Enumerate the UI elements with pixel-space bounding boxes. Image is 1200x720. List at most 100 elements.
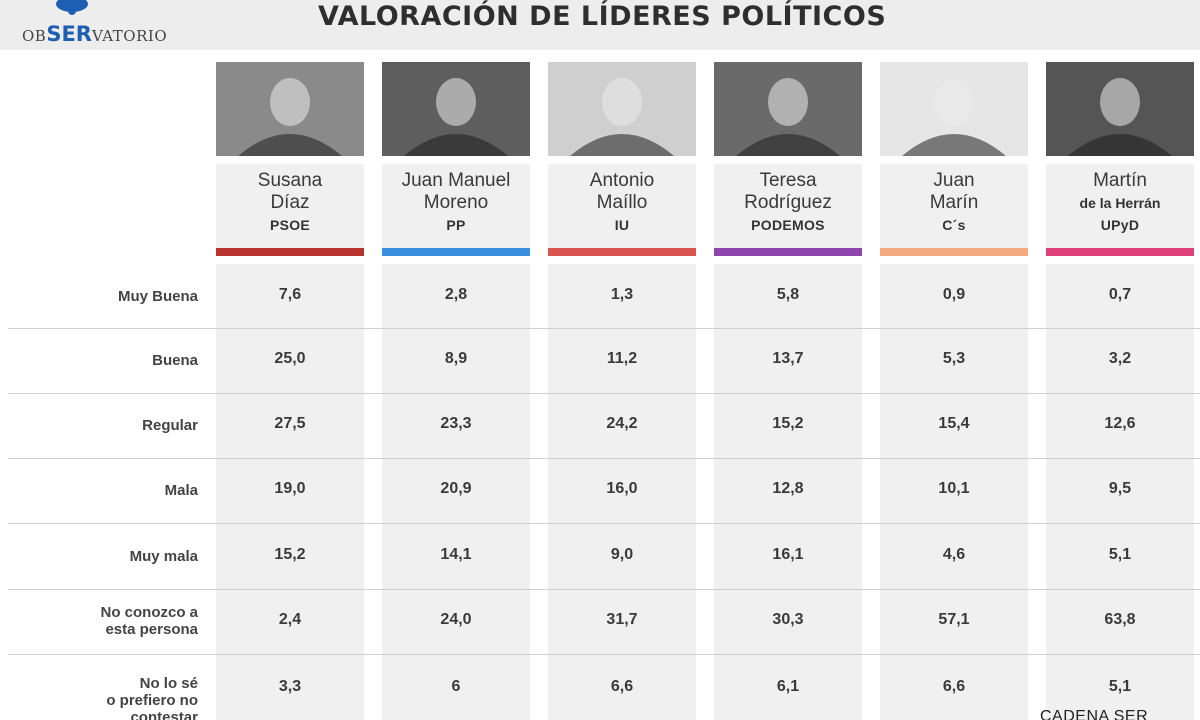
party-name: PSOE xyxy=(269,217,311,233)
table-cell: 0,7 xyxy=(1108,286,1132,303)
table-cell: 6 xyxy=(451,678,461,695)
table-cell: 31,7 xyxy=(606,611,638,628)
row-label-line: esta persona xyxy=(105,621,198,638)
source-credit: CADENA SER xyxy=(1040,708,1149,720)
table-cell: 10,1 xyxy=(938,480,970,497)
table-cell: 16,0 xyxy=(606,480,638,497)
table-cell: 9,5 xyxy=(1108,480,1132,497)
row-divider xyxy=(8,328,1200,329)
table-cell: 27,5 xyxy=(274,415,306,432)
table-cell: 3,2 xyxy=(1108,350,1132,367)
party-color-bar xyxy=(382,248,530,256)
table-cell: 14,1 xyxy=(440,546,472,563)
table-cell: 6,6 xyxy=(610,678,634,695)
row-divider xyxy=(8,654,1200,655)
row-label: Regular xyxy=(0,417,198,434)
leader-header: Juan Manuel Moreno PP xyxy=(382,62,530,256)
table-cell: 6,6 xyxy=(942,678,966,695)
row-label: No lo sé o prefiero no contestar xyxy=(0,675,198,720)
row-label: Muy mala xyxy=(0,548,198,565)
party-name: IU xyxy=(614,217,630,233)
leader-last-name: de la Herrán xyxy=(1079,195,1161,211)
leader-name-block: Martín de la Herrán UPyD xyxy=(1046,164,1194,248)
table-cell: 57,1 xyxy=(938,611,970,628)
leader-last-name: Marín xyxy=(929,192,979,213)
leader-first-name: Martín xyxy=(1093,170,1147,191)
table-cell: 12,6 xyxy=(1104,415,1136,432)
leader-first-name: Antonio xyxy=(589,170,655,191)
row-label: Mala xyxy=(0,482,198,499)
leader-last-name: Maíllo xyxy=(596,192,648,213)
table-cell: 5,1 xyxy=(1108,546,1132,563)
table-cell: 16,1 xyxy=(772,546,804,563)
column-background xyxy=(382,264,530,720)
leader-first-name: Teresa xyxy=(759,170,817,191)
row-divider xyxy=(8,523,1200,524)
row-label-line: o prefiero no xyxy=(106,692,198,709)
leader-first-name: Susana xyxy=(257,170,323,191)
table-cell: 4,6 xyxy=(942,546,966,563)
leader-header: Antonio Maíllo IU xyxy=(548,62,696,256)
leader-header: Martín de la Herrán UPyD xyxy=(1046,62,1194,256)
leader-header: Juan Marín C´s xyxy=(880,62,1028,256)
row-label: Muy Buena xyxy=(0,288,198,305)
column-background xyxy=(548,264,696,720)
table-cell: 2,8 xyxy=(444,286,468,303)
row-label: No conozco a esta persona xyxy=(0,604,198,638)
leader-last-name: Rodríguez xyxy=(744,192,832,213)
party-name: PODEMOS xyxy=(751,217,825,233)
table-cell: 3,3 xyxy=(278,678,302,695)
table-cell: 12,8 xyxy=(772,480,804,497)
row-label-line: contestar xyxy=(130,709,198,720)
table-cell: 20,9 xyxy=(440,480,472,497)
row-label-line: Mala xyxy=(164,481,198,499)
row-label-line: Regular xyxy=(142,416,198,434)
row-divider xyxy=(8,458,1200,459)
page-title: VALORACIÓN DE LÍDERES POLÍTICOS xyxy=(318,1,887,32)
table-cell: 63,8 xyxy=(1104,611,1136,628)
party-color-bar xyxy=(548,248,696,256)
party-color-bar xyxy=(1046,248,1194,256)
table-cell: 2,4 xyxy=(278,611,302,628)
table-cell: 15,2 xyxy=(772,415,804,432)
party-name: UPyD xyxy=(1100,217,1140,233)
row-label-line: Muy Buena xyxy=(117,287,198,305)
table-cell: 23,3 xyxy=(440,415,472,432)
leader-name-block: Antonio Maíllo IU xyxy=(548,164,696,248)
party-color-bar xyxy=(880,248,1028,256)
column-background xyxy=(714,264,862,720)
row-label: Buena xyxy=(0,352,198,369)
table-cell: 0,9 xyxy=(942,286,966,303)
leader-photo xyxy=(880,62,1028,156)
leader-name-block: Susana Díaz PSOE xyxy=(216,164,364,248)
table-cell: 30,3 xyxy=(772,611,804,628)
leader-first-name: Juan Manuel xyxy=(401,170,511,191)
table-cell: 13,7 xyxy=(772,350,804,367)
leader-header: Susana Díaz PSOE xyxy=(216,62,364,256)
table-cell: 5,8 xyxy=(776,286,800,303)
leader-name-block: Juan Marín C´s xyxy=(880,164,1028,248)
row-divider xyxy=(8,393,1200,394)
party-color-bar xyxy=(216,248,364,256)
leader-photo xyxy=(548,62,696,156)
table-cell: 8,9 xyxy=(444,350,468,367)
row-label-line: Buena xyxy=(152,351,198,369)
leader-first-name: Juan xyxy=(933,170,975,191)
table-cell: 24,2 xyxy=(606,415,638,432)
header-bar: OBSERVATORIO VALORACIÓN DE LÍDERES POLÍT… xyxy=(0,0,1200,50)
table-cell: 7,6 xyxy=(278,286,302,303)
table-cell: 25,0 xyxy=(274,350,306,367)
leader-photo xyxy=(1046,62,1194,156)
table-cell: 6,1 xyxy=(776,678,800,695)
logo-figure-icon xyxy=(56,0,88,15)
row-divider xyxy=(8,589,1200,590)
party-name: PP xyxy=(446,217,466,233)
column-background xyxy=(880,264,1028,720)
column-background xyxy=(216,264,364,720)
table-cell: 24,0 xyxy=(440,611,472,628)
table-cell: 19,0 xyxy=(274,480,306,497)
party-name: C´s xyxy=(942,217,966,233)
party-color-bar xyxy=(714,248,862,256)
leader-header: Teresa Rodríguez PODEMOS xyxy=(714,62,862,256)
observatorio-logo: OBSERVATORIO xyxy=(14,0,194,48)
